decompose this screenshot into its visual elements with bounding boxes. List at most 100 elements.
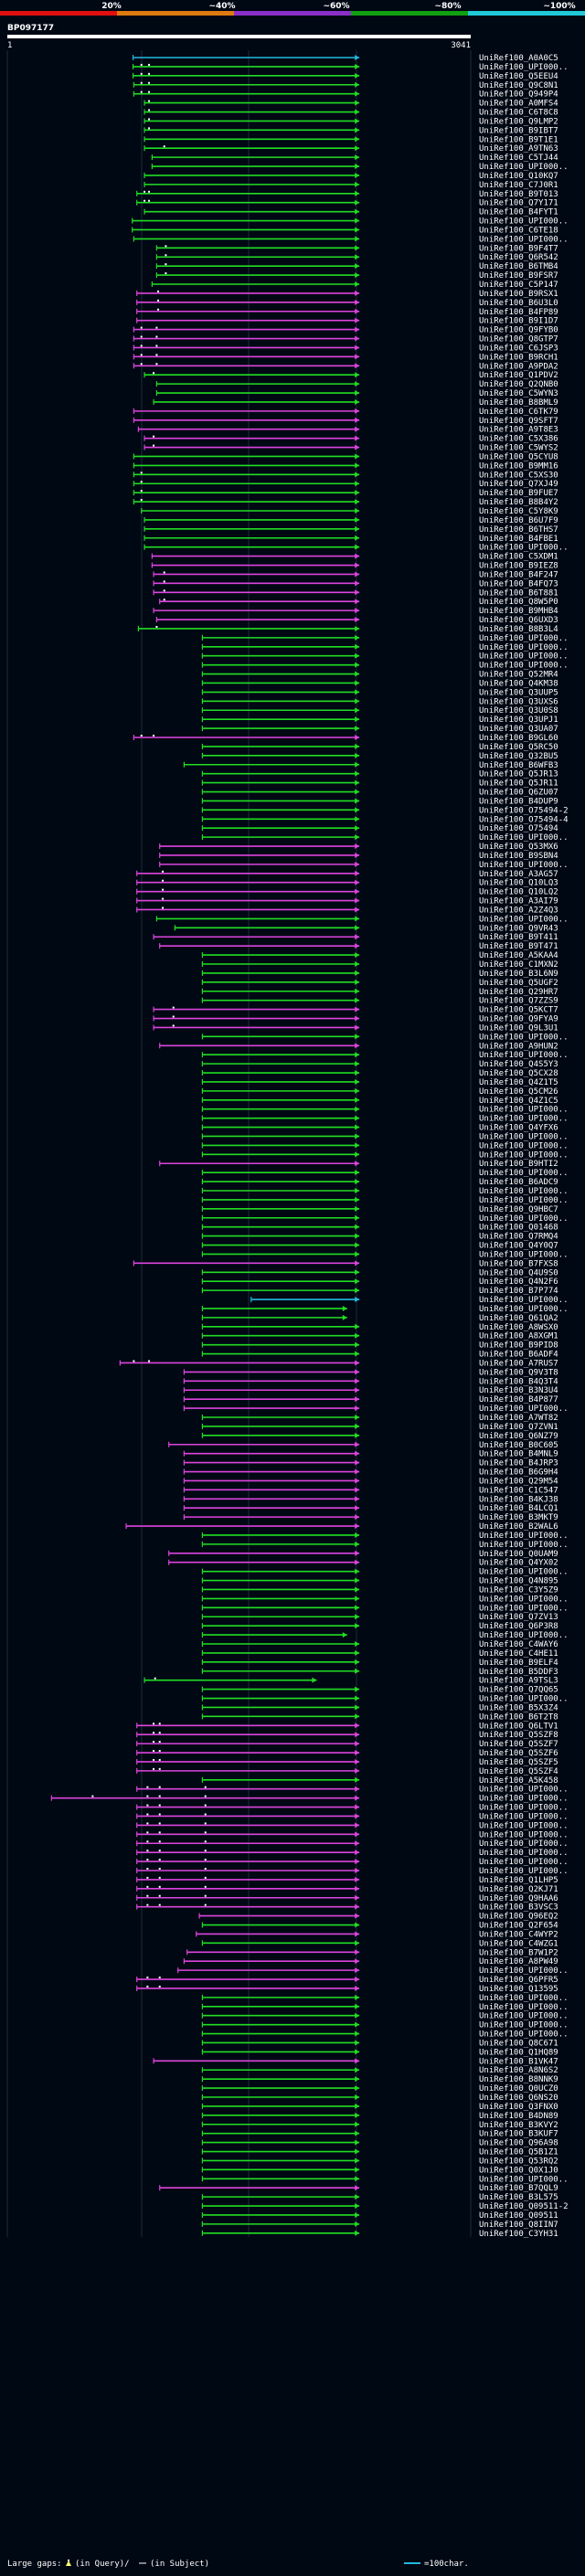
hit-label: UniRef100_Q7RMQ4 [479,1233,558,1242]
hit-end-arrow [355,100,360,106]
hit-label: UniRef100_UPI000.. [479,634,569,643]
hit-end-arrow [355,879,360,885]
gap-marker [157,308,160,311]
hit-row: UniRef100_B4F247 [153,570,558,579]
gap-marker [146,1903,149,1906]
hit-row: UniRef100_B9RCH1 [133,353,558,362]
scale-segment [0,11,117,16]
hit-row: UniRef100_A9HUN2 [159,1042,558,1051]
hit-end-arrow [355,1078,360,1085]
hit-row: UniRef100_C5TJ44 [151,154,558,163]
gap-marker [153,1723,155,1725]
hit-label: UniRef100_Q3UPJ1 [479,716,558,725]
hit-label: UniRef100_C5WYN3 [479,389,558,398]
hit-row: UniRef100_Q5CM26 [201,1087,558,1097]
hit-end-arrow [355,2230,360,2236]
hit-row: UniRef100_A3AI79 [136,897,558,906]
gap-query-icon [66,2560,71,2566]
hit-row: UniRef100_UPI000.. [201,1568,569,1577]
hit-row: UniRef100_A5KAA4 [201,951,558,960]
hit-end-arrow [355,2094,360,2100]
gap-marker [153,1732,155,1734]
gap-marker [146,1840,149,1843]
hit-end-arrow [355,662,360,668]
hit-end-arrow [355,888,360,895]
hit-row: UniRef100_A7WT82 [201,1414,558,1423]
hit-label: UniRef100_Q9HAA6 [479,1894,558,1903]
gap-marker [172,1006,175,1009]
hit-row: UniRef100_Q5UGF2 [201,979,558,988]
hit-label: UniRef100_Q4S5Y3 [479,1060,558,1069]
hit-row: UniRef100_Q7Y171 [136,199,558,208]
hit-label: UniRef100_B9T1E1 [479,135,558,144]
hit-label: UniRef100_B6T2T8 [479,1712,558,1722]
hit-end-arrow [355,1514,360,1521]
hit-label: UniRef100_B4Q3T4 [479,1377,558,1386]
hit-end-arrow [355,625,360,631]
hit-end-arrow [355,599,360,605]
hit-end-arrow [355,2157,360,2164]
hit-label: UniRef100_UPI000.. [479,1169,569,1178]
hit-end-arrow [355,227,360,233]
hit-label: UniRef100_B9IEZ8 [479,562,558,571]
hit-row: UniRef100_B4LCQ1 [183,1504,558,1513]
hit-end-arrow [355,1850,360,1856]
hit-row: UniRef100_Q4Z1T5 [201,1078,558,1087]
hit-end-arrow [355,1985,360,1991]
hit-end-arrow [355,671,360,677]
hit-row: UniRef100_B6ADF4 [201,1351,558,1360]
hit-label: UniRef100_UPI000.. [479,861,569,870]
hit-end-arrow [355,1405,360,1412]
hit-label: UniRef100_B9T471 [479,942,558,951]
hit-end-arrow [355,417,360,423]
hit-row: UniRef100_C4WZG1 [201,1939,558,1948]
hit-label: UniRef100_Q5CM26 [479,1087,558,1097]
hit-row: UniRef100_UPI000.. [201,1051,569,1060]
hit-label: UniRef100_A7WT82 [479,1414,558,1423]
hit-row: UniRef100_B4FYT1 [144,208,558,217]
hit-row: UniRef100_UPI000.. [132,63,569,72]
gap-marker [91,1795,94,1797]
gap-marker [146,1859,149,1861]
hit-label: UniRef100_Q5UGF2 [479,979,558,988]
gap-marker [158,1822,161,1825]
gap-marker [158,1795,161,1797]
gap-marker [140,326,143,329]
hit-label: UniRef100_B4FYT1 [479,208,558,217]
hit-end-arrow [355,372,360,378]
hit-label: UniRef100_B6G9H4 [479,1468,558,1478]
gap-marker [157,299,160,302]
hit-row: UniRef100_UPI000.. [201,1115,569,1124]
hit-end-arrow [355,154,360,161]
hit-row: UniRef100_Q1HQ89 [201,2048,558,2057]
hit-row: UniRef100_A5K458 [201,1776,558,1786]
hit-label: UniRef100_Q10LQ2 [479,888,558,897]
hit-row: UniRef100_Q09511 [201,2211,558,2221]
hit-end-arrow [355,925,360,931]
hit-label: UniRef100_Q4U9S0 [479,1268,558,1277]
hit-end-arrow [355,408,360,414]
hit-label: UniRef100_B3L575 [479,2193,558,2202]
scale-label: ~60% [323,2,349,11]
hit-row: UniRef100_A9PDA2 [133,362,558,371]
hit-row: UniRef100_UPI000.. [201,1214,569,1224]
hit-end-arrow [355,752,360,758]
hit-label: UniRef100_Q4N895 [479,1577,558,1586]
hit-row: UniRef100_Q7ZZS9 [201,997,558,1006]
hit-row: UniRef100_Q0UCZ0 [201,2084,558,2094]
hit-row: UniRef100_A0MFS4 [144,100,558,109]
hit-end-arrow [355,1704,360,1711]
hit-row: UniRef100_Q1LHP5 [136,1876,558,1885]
hit-row: UniRef100_C5X386 [144,435,558,444]
hit-row: UniRef100_UPI000.. [201,2012,569,2021]
hit-label: UniRef100_Q3UUP5 [479,688,558,697]
hit-row: UniRef100_Q949P4 [133,90,558,100]
hit-end-arrow [355,1958,360,1965]
hit-end-arrow [355,1641,360,1647]
hit-row: UniRef100_Q96A98 [201,2139,558,2148]
hit-end-arrow [355,843,360,850]
hit-label: UniRef100_Q9C8N1 [479,81,558,90]
guide-lines [6,50,472,2237]
hit-label: UniRef100_Q9LMP2 [479,117,558,126]
hit-end-arrow [355,1723,360,1729]
